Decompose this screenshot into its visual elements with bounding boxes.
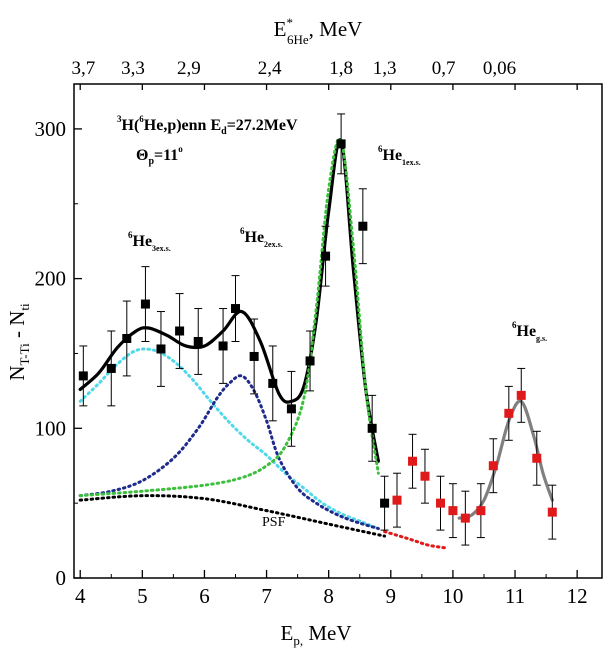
data-point (78, 371, 88, 381)
data-point (488, 461, 498, 471)
data-point (336, 139, 346, 149)
data-point (193, 336, 203, 346)
data-point (380, 498, 390, 508)
y-tick-label: 300 (35, 117, 67, 141)
plot-area: 4 5 6 7 8 9 10 11 12 0 100 200 300 3,7 3,3 2,9 2,4 1,8 1,3… (35, 58, 603, 608)
reaction-annotation: 3H(6He,p)enn Ed=27.2MeV (117, 114, 298, 137)
top-tick-label: 0,06 (483, 58, 516, 79)
data-point (392, 495, 402, 505)
data-point (516, 390, 526, 400)
data-point (420, 471, 430, 481)
psf-label: PSF (262, 515, 286, 530)
x-tick-label: 7 (261, 584, 272, 608)
y-axis-label: NT-Ti - Nti (5, 303, 32, 381)
x-tick-label: 9 (386, 584, 397, 608)
peak-label-gs: 6Heg.s. (512, 320, 547, 343)
x-tick-label: 8 (323, 584, 334, 608)
data-point (448, 506, 458, 516)
y-tick-label: 200 (35, 267, 67, 291)
series-curve-1 (78, 347, 380, 531)
data-point (504, 408, 514, 418)
data-point (321, 251, 331, 261)
plot-frame (73, 83, 603, 579)
x-tick-label: 12 (567, 584, 588, 608)
series-curve-0 (78, 138, 380, 463)
y-tick-label: 100 (35, 416, 67, 440)
top-tick-label: 3,7 (71, 58, 95, 79)
theta-annotation: Θp=11o (136, 144, 183, 167)
data-point (286, 404, 296, 414)
peak-label-3ex: 6He3ex.s. (128, 230, 171, 253)
top-tick-label: 3,3 (121, 58, 145, 79)
top-tick-label: 2,4 (258, 58, 282, 79)
data-point (106, 363, 116, 373)
data-point (218, 341, 228, 351)
data-point (268, 378, 278, 388)
top-tick-label: 1,3 (373, 58, 397, 79)
data-point (460, 513, 470, 523)
top-tick-label: 1,8 (329, 58, 353, 79)
top-axis-label: E* 6He, MeV (274, 15, 363, 47)
top-tick-label: 0,7 (432, 58, 456, 79)
x-tick-label: 6 (199, 584, 210, 608)
data-point (367, 423, 377, 433)
series-curve-2 (78, 374, 380, 531)
x-axis-label: Ep, MeV (281, 621, 352, 648)
peak-label-2ex: 6He2ex.s. (240, 226, 283, 249)
x-tick-label: 10 (442, 584, 463, 608)
data-point (305, 356, 315, 366)
data-point (156, 344, 166, 354)
data-point (435, 498, 445, 508)
data-point (122, 333, 132, 343)
y-tick-label: 0 (56, 566, 67, 590)
data-point (249, 351, 259, 361)
x-tick-label: 4 (75, 584, 86, 608)
data-point (408, 456, 418, 466)
series-curve-4 (78, 494, 387, 538)
data-point (532, 453, 542, 463)
series-curve-3 (78, 137, 380, 498)
x-tick-label: 5 (137, 584, 148, 608)
data-point (476, 506, 486, 516)
data-point (547, 507, 557, 517)
top-tick-label: 2,9 (177, 58, 201, 79)
series-curve-5 (383, 530, 449, 550)
data-point (231, 304, 241, 314)
data-point (358, 221, 368, 231)
x-tick-label: 11 (505, 584, 525, 608)
data-point (140, 299, 150, 309)
peak-label-1ex: 6He1ex.s. (378, 144, 421, 167)
data-point (175, 326, 185, 336)
